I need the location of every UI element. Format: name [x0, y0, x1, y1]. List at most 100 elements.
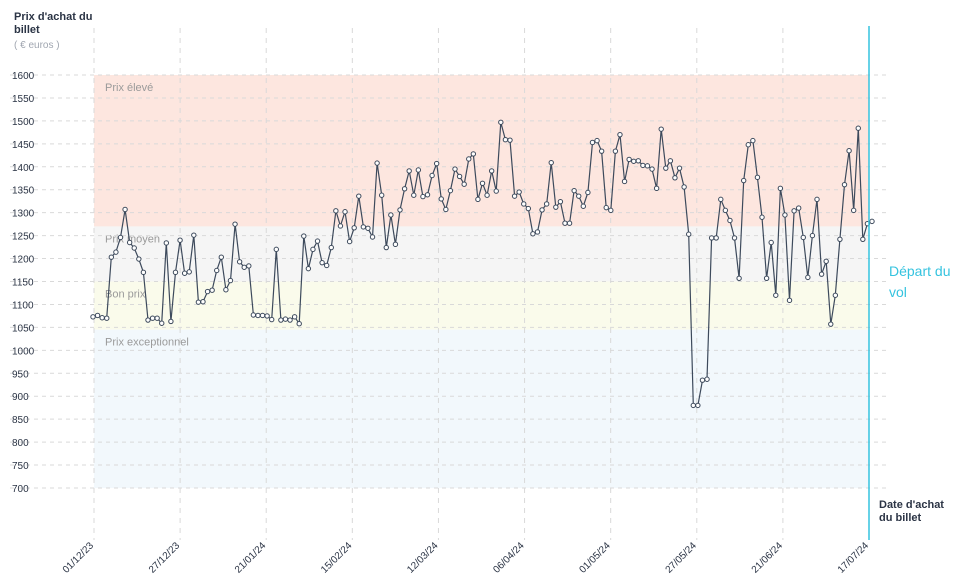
x-tick-label: 27/05/24: [664, 540, 700, 576]
data-point: [562, 220, 568, 226]
data-point: [534, 229, 541, 235]
data-point: [149, 315, 156, 321]
data-point: [411, 192, 417, 198]
data-point: [296, 321, 302, 327]
data-point: [342, 209, 348, 215]
y-tick-label: 1500: [12, 117, 35, 128]
y-tick-label: 850: [12, 415, 29, 426]
data-point: [745, 142, 751, 148]
y-tick-label: 1450: [12, 140, 35, 151]
y-tick-label: 1400: [12, 163, 35, 174]
zone-band: [94, 75, 869, 227]
zone-label: Prix exceptionnel: [105, 337, 189, 349]
data-point: [800, 234, 806, 241]
data-point: [200, 298, 206, 305]
data-point: [617, 131, 623, 138]
data-point: [727, 217, 733, 224]
data-point: [786, 297, 793, 304]
data-point: [754, 174, 761, 181]
data-point: [204, 288, 211, 295]
data-point: [488, 168, 495, 174]
data-point: [768, 239, 774, 246]
data-point: [108, 254, 115, 260]
data-point: [841, 181, 848, 188]
data-point: [140, 269, 147, 276]
y-tick-label: 900: [12, 392, 29, 403]
x-tick-label: 21/01/24: [233, 540, 269, 576]
data-point: [525, 205, 532, 212]
y-tick-label: 1350: [12, 186, 35, 197]
data-point: [594, 137, 600, 144]
data-point: [475, 196, 481, 203]
data-point: [447, 187, 454, 194]
data-point: [708, 235, 715, 241]
data-point: [658, 126, 664, 132]
data-point: [337, 223, 344, 229]
data-point: [608, 207, 614, 214]
y-tick-label: 1600: [12, 71, 35, 82]
data-point: [576, 193, 582, 199]
data-point: [177, 237, 183, 243]
zone-band: [94, 281, 869, 330]
x-tick-label: 17/07/24: [836, 540, 872, 576]
data-point: [145, 317, 151, 323]
y-tick-label: 1550: [12, 94, 35, 105]
data-point: [369, 234, 376, 240]
data-point: [415, 167, 422, 173]
data-point: [530, 231, 536, 237]
data-point: [374, 160, 380, 166]
data-point: [310, 246, 316, 253]
data-point: [264, 313, 270, 319]
data-point: [305, 265, 312, 272]
data-point: [828, 321, 834, 327]
x-tick-label: 01/05/24: [577, 540, 613, 576]
data-point: [236, 259, 243, 265]
data-point: [763, 275, 770, 281]
data-point: [218, 254, 225, 260]
data-point: [250, 312, 257, 318]
data-point: [273, 246, 279, 253]
data-point: [168, 318, 174, 325]
data-point: [718, 196, 724, 203]
data-point: [122, 206, 128, 213]
data-point: [869, 218, 875, 225]
data-point: [186, 269, 192, 275]
data-point: [461, 181, 467, 187]
data-point: [397, 207, 403, 213]
data-point: [159, 320, 165, 326]
data-point: [731, 235, 738, 241]
data-point: [383, 244, 389, 251]
y-tick-label: 1250: [12, 232, 35, 243]
y-tick-label: 750: [12, 461, 29, 472]
data-point: [649, 166, 655, 172]
data-point: [795, 205, 802, 211]
x-axis-title: Date d'achat du billet: [879, 499, 944, 524]
data-point: [722, 207, 729, 214]
data-point: [223, 287, 229, 293]
data-point: [94, 312, 101, 319]
x-tick-label: 15/02/24: [319, 540, 355, 576]
chart-grid: [10, 28, 889, 540]
data-point: [443, 206, 449, 213]
data-point: [676, 165, 683, 171]
data-point: [420, 193, 426, 200]
data-point: [241, 264, 247, 270]
data-point: [333, 208, 339, 214]
data-point: [346, 238, 353, 245]
data-point: [686, 231, 692, 237]
data-point: [360, 224, 367, 230]
y-tick-label: 1150: [12, 278, 34, 289]
data-point: [456, 173, 463, 180]
data-point: [365, 225, 371, 231]
data-point: [438, 196, 444, 202]
data-point: [392, 241, 399, 248]
data-point: [154, 315, 160, 321]
data-point: [191, 232, 197, 238]
data-point: [805, 274, 811, 281]
data-point: [401, 186, 408, 192]
data-point: [855, 125, 861, 131]
data-point: [543, 201, 550, 207]
data-point: [163, 240, 170, 246]
data-point: [818, 271, 825, 277]
data-point: [850, 207, 857, 214]
